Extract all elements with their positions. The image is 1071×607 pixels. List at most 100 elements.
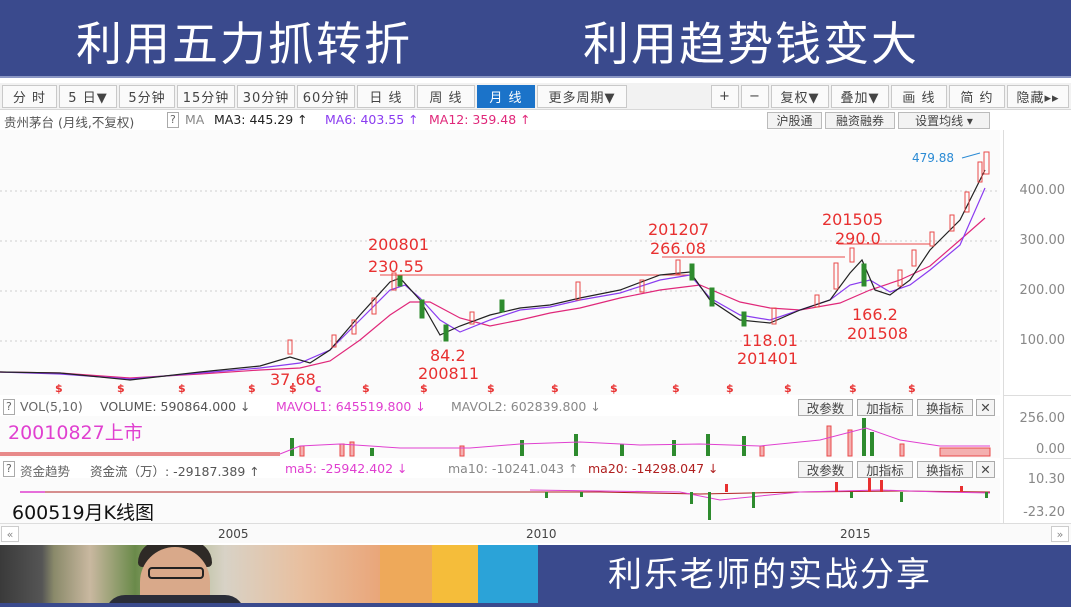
year-2005: 2005 [218, 527, 249, 541]
tab-intraday[interactable]: 分 时 [2, 85, 57, 108]
footer-title: 利乐老师的实战分享 [538, 545, 1071, 607]
presenter-photo [0, 545, 300, 607]
tab-weekly[interactable]: 周 线 [417, 85, 475, 108]
annotation-118-01: 118.01 [742, 331, 798, 350]
fund-axis-max: 10.30 [1027, 472, 1065, 487]
tab-5day[interactable]: 5 日▼ [59, 85, 117, 108]
overlay-dropdown[interactable]: 叠加▼ [831, 85, 889, 108]
fund-panel-header: ? 资金趋势 资金流（万）: -29187.389 ↑ ma5: -25942.… [0, 460, 1000, 479]
hide-button[interactable]: 隐藏▸▸ [1007, 85, 1069, 108]
vol-value: VOLUME: 590864.000 ↓ [100, 399, 251, 414]
svg-text:$: $ [551, 382, 559, 395]
vol-swap-indicator-button[interactable]: 换指标 [917, 399, 973, 416]
vol-close-icon[interactable]: ✕ [976, 399, 995, 416]
svg-text:$: $ [117, 382, 125, 395]
hk-connect-button[interactable]: 沪股通 [767, 112, 822, 129]
ma6-value: MA6: 403.55 ↑ [325, 112, 419, 127]
ma-settings-dropdown[interactable]: 设置均线 ▾ [898, 112, 990, 129]
svg-text:$: $ [610, 382, 618, 395]
svg-text:$: $ [178, 382, 186, 395]
scroll-right-button[interactable]: » [1051, 526, 1069, 542]
fund-flow-value: 资金流（万）: -29187.389 ↑ [90, 464, 260, 479]
annotation-290-0: 290.0 [835, 229, 881, 248]
annotation-166-2: 166.2 [852, 305, 898, 324]
tab-15min[interactable]: 15分钟 [177, 85, 235, 108]
year-2010: 2010 [526, 527, 557, 541]
svg-text:c: c [315, 382, 322, 395]
tab-60min[interactable]: 60分钟 [297, 85, 355, 108]
annotation-200801: 200801 [368, 235, 429, 254]
help-icon[interactable]: ? [167, 112, 179, 128]
annotation-201505: 201505 [822, 210, 883, 229]
tab-30min[interactable]: 30分钟 [237, 85, 295, 108]
axis-200: 200.00 [1019, 283, 1066, 298]
annotation-84-2: 84.2 [430, 346, 466, 365]
banner-left-title: 利用五力抓转折 [76, 17, 412, 71]
vol-change-params-button[interactable]: 改参数 [798, 399, 853, 416]
svg-text:$: $ [908, 382, 916, 395]
tab-daily[interactable]: 日 线 [357, 85, 415, 108]
svg-text:$: $ [849, 382, 857, 395]
volume-panel-header: ? VOL(5,10) VOLUME: 590864.000 ↓ MAVOL1:… [0, 398, 1000, 416]
svg-text:$: $ [362, 382, 370, 395]
tab-monthly[interactable]: 月 线 [477, 85, 535, 108]
mavol2-value: MAVOL2: 602839.800 ↓ [451, 399, 601, 414]
svg-text:$: $ [784, 382, 792, 395]
svg-text:$: $ [726, 382, 734, 395]
svg-text:$: $ [420, 382, 428, 395]
vol-axis-min: 0.00 [1036, 442, 1065, 457]
banner-right-title: 利用趋势钱变大 [583, 17, 919, 71]
fund-add-indicator-button[interactable]: 加指标 [857, 461, 913, 478]
timeline-scroller[interactable]: « 2005 2010 2015 » [0, 523, 1071, 543]
fund-close-icon[interactable]: ✕ [976, 461, 995, 478]
volume-chart[interactable]: 20010827上市 [0, 416, 1000, 458]
vol-add-indicator-button[interactable]: 加指标 [857, 399, 913, 416]
tab-more-periods[interactable]: 更多周期▼ [537, 85, 627, 108]
svg-text:$: $ [289, 382, 297, 395]
chart-caption: 600519月K线图 [12, 502, 154, 524]
listing-date-annotation: 20010827上市 [8, 422, 143, 444]
fund-flow-chart[interactable]: 600519月K线图 [0, 478, 1000, 524]
simple-view-button[interactable]: 简 约 [949, 85, 1005, 108]
draw-line-button[interactable]: 画 线 [891, 85, 947, 108]
axis-400: 400.00 [1019, 183, 1066, 198]
period-toolbar: 分 时 5 日▼ 5分钟 15分钟 30分钟 60分钟 日 线 周 线 月 线 … [0, 83, 1071, 110]
adjust-rights-dropdown[interactable]: 复权▼ [771, 85, 829, 108]
annotation-266-08: 266.08 [650, 239, 706, 258]
volume-svg [0, 418, 991, 457]
annotation-201508: 201508 [847, 324, 908, 343]
annotation-37-68: 37.68 [270, 370, 316, 389]
fund-title: 资金趋势 [20, 464, 71, 479]
fund-ma10-value: ma10: -10241.043 ↑ [448, 461, 579, 476]
annotation-200811: 200811 [418, 364, 479, 383]
annotation-201401: 201401 [737, 349, 798, 368]
zoom-out-button[interactable]: − [741, 85, 769, 108]
tab-5min[interactable]: 5分钟 [119, 85, 175, 108]
margin-trading-button[interactable]: 融资融券 [825, 112, 895, 129]
svg-text:$: $ [672, 382, 680, 395]
annotation-201207: 201207 [648, 220, 709, 239]
svg-text:$: $ [248, 382, 256, 395]
stock-name: 贵州茅台 (月线,不复权) [4, 115, 135, 130]
fund-ma20-value: ma20: -14298.047 ↓ [588, 461, 719, 476]
fund-swap-indicator-button[interactable]: 换指标 [917, 461, 973, 478]
ma-info-row: 贵州茅台 (月线,不复权) ? MA MA3: 445.29 ↑ MA6: 40… [0, 110, 1000, 130]
mavol1-value: MAVOL1: 645519.800 ↓ [276, 399, 426, 414]
vol-help-icon[interactable]: ? [3, 399, 15, 415]
year-2015: 2015 [840, 527, 871, 541]
fund-axis-min: -23.20 [1023, 505, 1065, 520]
fund-change-params-button[interactable]: 改参数 [798, 461, 853, 478]
ma-label: MA [185, 112, 205, 127]
candlestick-chart[interactable]: 200801 230.55 84.2 200811 37.68 201207 2… [0, 130, 1000, 395]
fund-ma5-value: ma5: -25942.402 ↓ [285, 461, 408, 476]
annotation-230-55: 230.55 [368, 257, 424, 276]
ma12-value: MA12: 359.48 ↑ [429, 112, 531, 127]
top-banner: 利用五力抓转折 利用趋势钱变大 [0, 0, 1071, 78]
axis-100: 100.00 [1019, 333, 1066, 348]
zoom-in-button[interactable]: + [711, 85, 739, 108]
scroll-left-button[interactable]: « [1, 526, 19, 542]
price-chart-svg: 200801 230.55 84.2 200811 37.68 201207 2… [0, 151, 1000, 395]
ma3-value: MA3: 445.29 ↑ [214, 112, 308, 127]
fund-help-icon[interactable]: ? [3, 461, 15, 477]
latest-price-label: 479.88 [912, 151, 954, 165]
